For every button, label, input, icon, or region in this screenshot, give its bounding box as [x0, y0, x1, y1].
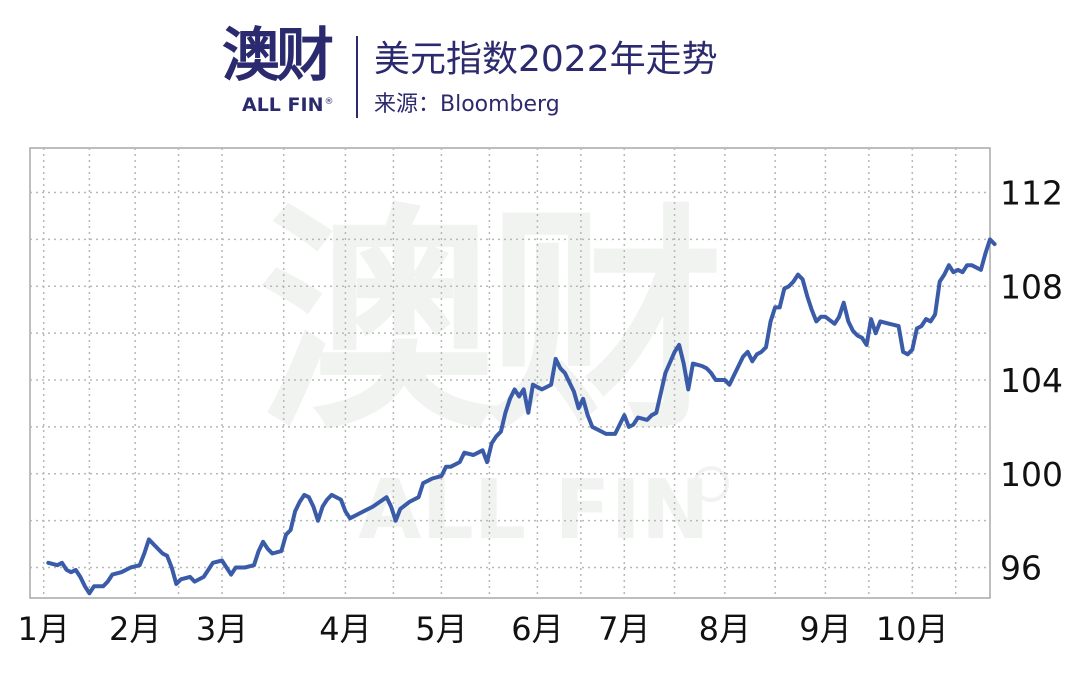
y-tick-label: 100	[1000, 455, 1063, 494]
logo-text-cn: 澳财	[222, 21, 334, 89]
chart-title: 美元指数2022年走势	[374, 39, 718, 80]
x-tick-label: 10月	[876, 610, 949, 648]
watermark-en: ALL FIN	[358, 463, 710, 558]
y-axis: 96 100 104 108 112	[1000, 174, 1063, 588]
x-tick-label: 3月	[196, 610, 248, 648]
y-tick-label: 96	[1000, 549, 1042, 588]
source-note: 来源：Bloomberg	[374, 92, 560, 117]
grid	[30, 148, 990, 598]
y-tick-label: 112	[1000, 174, 1063, 213]
x-tick-label: 6月	[511, 610, 563, 648]
watermark-registered-icon	[693, 466, 729, 502]
x-tick-label: 5月	[415, 610, 467, 648]
x-tick-label: 9月	[799, 610, 851, 648]
registered-mark: ®	[324, 96, 334, 107]
y-tick-label: 108	[1000, 267, 1063, 306]
x-tick-label: 1月	[18, 610, 70, 648]
logo-divider	[356, 36, 358, 118]
x-tick-label: 7月	[598, 610, 650, 648]
x-axis: 1月 2月 3月 4月 5月 6月 7月 8月 9月 10月	[18, 610, 949, 648]
series-line	[46, 237, 997, 596]
watermark: 澳财 ALL FIN	[258, 185, 729, 558]
x-tick-label: 2月	[109, 610, 161, 648]
logo-text-en: ALL FIN®	[242, 94, 333, 116]
logo-en-label: ALL FIN	[242, 94, 324, 116]
x-tick-label: 4月	[319, 610, 371, 648]
x-tick-label: 8月	[699, 610, 751, 648]
plot-frame	[29, 147, 991, 599]
y-tick-label: 104	[1000, 361, 1063, 400]
